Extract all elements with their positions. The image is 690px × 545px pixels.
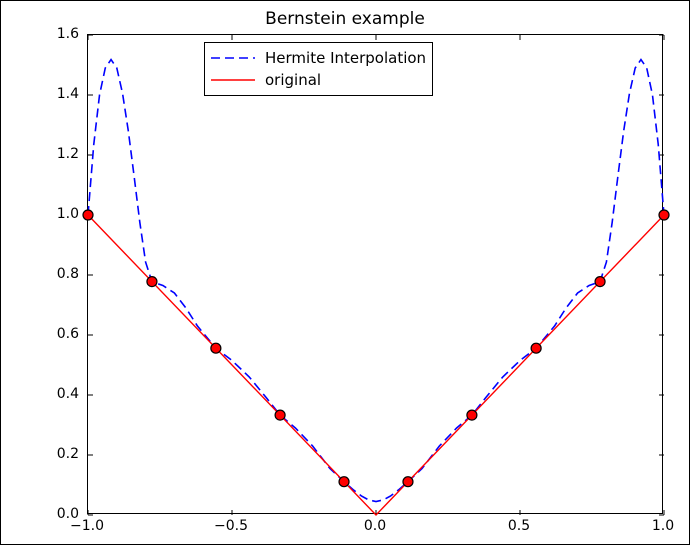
y-tick-label: 0.0 (51, 506, 79, 522)
figure: Bernstein example −1.0−0.50.00.51.00.00.… (0, 0, 690, 545)
y-tick-label: 1.0 (51, 206, 79, 222)
legend-label: original (265, 71, 321, 89)
legend-swatch (211, 49, 255, 67)
y-tick-label: 1.4 (51, 86, 79, 102)
legend-swatch (211, 71, 255, 89)
node-marker (275, 410, 285, 420)
node-marker (339, 477, 349, 487)
plot-axes (87, 34, 663, 514)
legend-label: Hermite Interpolation (265, 49, 426, 67)
x-tick-label: −0.5 (214, 518, 248, 534)
original-line (88, 215, 664, 515)
node-marker (403, 477, 413, 487)
x-tick-label: 0.5 (508, 518, 530, 534)
y-tick-label: 0.2 (51, 446, 79, 462)
node-marker (467, 410, 477, 420)
plot-svg (88, 35, 664, 515)
x-tick-label: 1.0 (652, 518, 674, 534)
node-marker (211, 343, 221, 353)
legend-item: Hermite Interpolation (211, 47, 426, 69)
y-tick-label: 0.8 (51, 266, 79, 282)
y-tick-label: 1.6 (51, 26, 79, 42)
legend-item: original (211, 69, 426, 91)
x-tick-label: 0.0 (364, 518, 386, 534)
legend: Hermite Interpolation original (204, 42, 433, 96)
y-tick-label: 0.4 (51, 386, 79, 402)
hermite-line (88, 60, 664, 502)
node-marker (147, 277, 157, 287)
y-tick-label: 1.2 (51, 146, 79, 162)
node-marker (83, 210, 93, 220)
y-tick-label: 0.6 (51, 326, 79, 342)
node-marker (595, 277, 605, 287)
chart-title: Bernstein example (1, 9, 689, 29)
node-marker (659, 210, 669, 220)
node-marker (531, 343, 541, 353)
